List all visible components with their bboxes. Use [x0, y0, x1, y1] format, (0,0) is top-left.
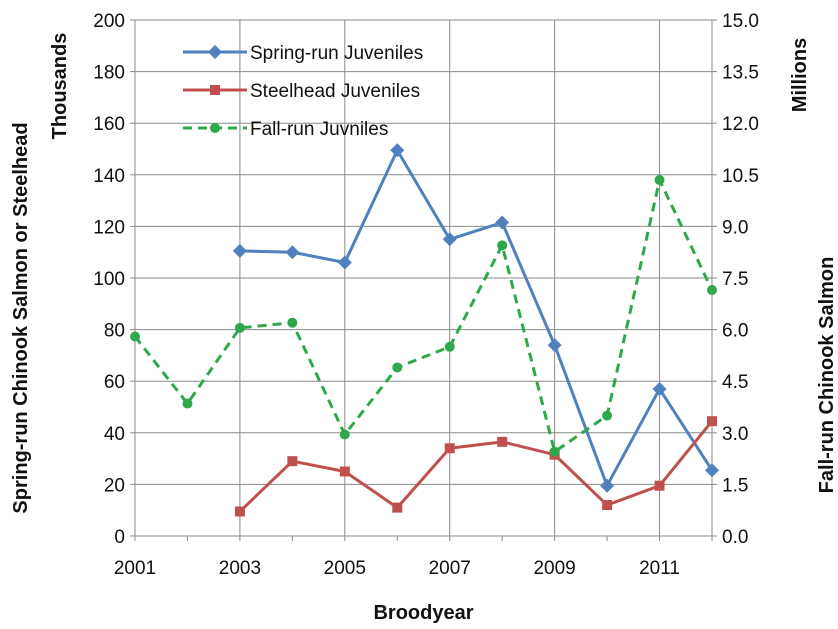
right-tick-label: 12.0	[722, 114, 759, 135]
legend-label: Steelhead Juveniles	[250, 81, 420, 102]
data-point	[652, 381, 667, 396]
legend-marker	[208, 45, 222, 59]
legend-label: Spring-run Juveniles	[250, 43, 423, 64]
data-point	[602, 410, 613, 421]
right-y-axis-title: Fall-run Chinook Salmon	[816, 257, 838, 494]
x-tick-label: 2005	[324, 558, 366, 579]
right-tick-label: 7.5	[722, 269, 748, 290]
data-point	[497, 240, 508, 251]
data-point	[339, 466, 350, 477]
x-tick-label: 2001	[114, 558, 156, 579]
data-point	[130, 331, 140, 342]
right-tick-label: 13.5	[722, 63, 759, 84]
x-tick-label: 2009	[533, 558, 575, 579]
left-tick-label: 200	[93, 11, 125, 32]
series-line	[239, 148, 714, 488]
data-point	[707, 416, 717, 427]
data-point	[392, 502, 403, 513]
data-point	[600, 478, 615, 493]
data-point	[705, 463, 719, 478]
data-point	[392, 362, 403, 373]
series-1	[234, 416, 717, 517]
left-y-axis-units: Thousands	[49, 33, 71, 140]
x-tick-label: 2007	[429, 558, 471, 579]
data-point	[287, 317, 298, 328]
data-point	[339, 429, 350, 440]
x-tick-label: 2011	[639, 558, 680, 579]
data-point	[654, 174, 665, 185]
left-tick-label: 20	[104, 475, 125, 496]
data-point	[444, 341, 455, 352]
right-tick-label: 10.5	[722, 166, 759, 187]
x-tick-label: 2003	[219, 558, 261, 579]
series-line	[238, 420, 714, 513]
data-point	[495, 215, 510, 230]
right-tick-label: 4.5	[722, 372, 748, 393]
right-tick-label: 15.0	[722, 11, 759, 32]
legend-marker	[210, 85, 220, 95]
data-point	[549, 446, 560, 457]
legend-marker	[210, 123, 220, 133]
legend-label: Fall-run Juvniles	[250, 119, 388, 140]
data-point	[232, 243, 247, 258]
right-y-axis-units: Millions	[789, 38, 811, 112]
grid-lines	[135, 20, 712, 536]
left-tick-label: 40	[104, 424, 125, 445]
x-axis: 2001 2003 2005 2007 2009 2011	[114, 536, 713, 579]
data-point	[444, 443, 455, 454]
left-tick-label: 0	[114, 527, 125, 548]
series-lines	[130, 143, 719, 517]
right-tick-label: 9.0	[722, 217, 748, 238]
data-point	[234, 506, 245, 517]
right-tick-label: 6.0	[722, 321, 748, 342]
left-tick-label: 140	[93, 166, 125, 187]
data-point	[390, 143, 405, 158]
data-point	[707, 285, 717, 296]
series-line	[133, 178, 714, 454]
data-point	[234, 322, 245, 333]
data-point	[497, 436, 508, 447]
left-tick-label: 120	[93, 217, 125, 238]
right-tick-label: 3.0	[722, 424, 748, 445]
data-point	[182, 398, 193, 409]
left-y-axis-title: Spring-run Chinook Salmon or Steelhead	[10, 122, 32, 513]
data-point	[654, 480, 665, 491]
data-point	[285, 245, 300, 260]
left-tick-label: 180	[93, 63, 125, 84]
data-point	[547, 338, 562, 353]
data-point	[442, 232, 457, 247]
left-tick-label: 100	[93, 269, 125, 290]
data-point	[602, 500, 613, 511]
left-tick-label: 80	[104, 321, 125, 342]
data-point	[337, 255, 352, 270]
series-0	[232, 143, 719, 493]
legend: Spring-run Juveniles Steelhead Juveniles F…	[183, 43, 423, 140]
right-tick-label: 0.0	[722, 527, 748, 548]
right-tick-label: 1.5	[722, 475, 748, 496]
left-tick-label: 160	[93, 114, 125, 135]
series-2	[130, 174, 717, 457]
data-point	[287, 456, 298, 467]
left-y-axis: 0 20 40 60 80 100 120 140 160 180 200	[93, 11, 135, 548]
left-tick-label: 60	[104, 372, 125, 393]
right-y-axis: 0.0 1.5 3.0 4.5 6.0 7.5 9.0 10.5 12.0 13.5 15.0	[712, 11, 759, 548]
x-axis-title: Broodyear	[373, 602, 473, 624]
